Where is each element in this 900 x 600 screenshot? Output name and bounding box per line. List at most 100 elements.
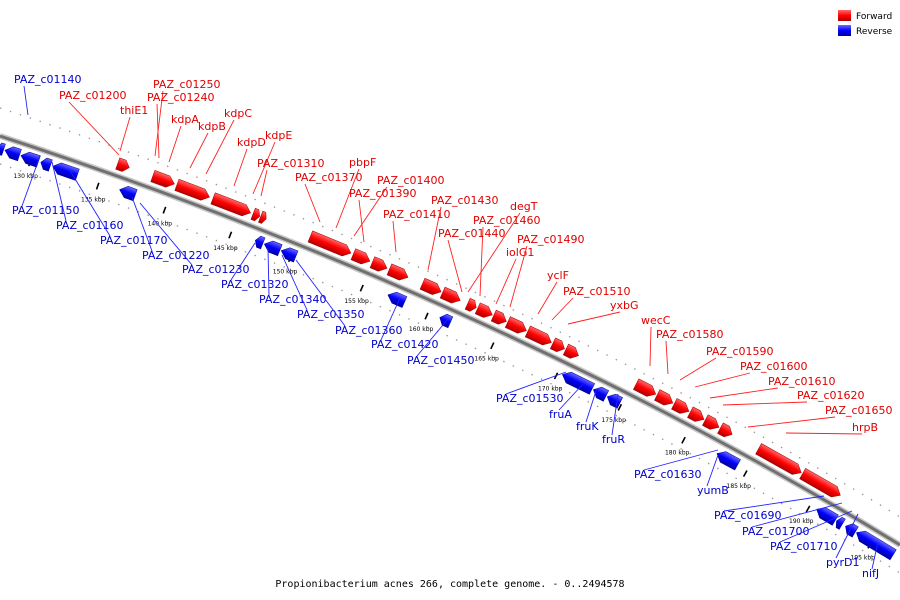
reverse-gene-label-paz-c01230[interactable]: PAZ_c01230 [182, 263, 250, 276]
forward-gene-label-paz-c01580[interactable]: PAZ_c01580 [656, 328, 724, 341]
reverse-gene-arrow-16[interactable] [834, 516, 846, 530]
reverse-gene-label-paz-c01420[interactable]: PAZ_c01420 [371, 338, 439, 351]
forward-gene-label-paz-c01390[interactable]: PAZ_c01390 [349, 187, 417, 200]
forward-gene-arrow-21[interactable] [671, 398, 691, 416]
reverse-gene-arrow-7[interactable] [262, 238, 283, 257]
forward-gene-arrow-0[interactable] [115, 157, 132, 173]
forward-gene-arrow-13[interactable] [474, 302, 495, 321]
reverse-gene-arrow-5[interactable] [118, 184, 138, 202]
forward-gene-label-paz-c01400[interactable]: PAZ_c01400 [377, 174, 445, 187]
reverse-gene-arrow-0[interactable] [0, 142, 6, 156]
forward-gene-arrow-17[interactable] [549, 337, 567, 354]
forward-gene-arrow-26[interactable] [799, 467, 844, 500]
reverse-gene-arrow-1[interactable] [3, 145, 22, 162]
forward-gene-label-paz-c01310[interactable]: PAZ_c01310 [257, 157, 325, 170]
reverse-gene-label-paz-c01360[interactable]: PAZ_c01360 [335, 324, 403, 337]
forward-gene-arrow-4[interactable] [250, 207, 262, 222]
reverse-gene-arrow-9[interactable] [386, 289, 408, 308]
forward-gene-label-thie1[interactable]: thiE1 [120, 104, 148, 117]
forward-gene-label-paz-c01490[interactable]: PAZ_c01490 [517, 233, 585, 246]
forward-gene-arrow-20[interactable] [654, 389, 675, 409]
reverse-gene-label-paz-c01170[interactable]: PAZ_c01170 [100, 234, 168, 247]
forward-gene-label-paz-c01460[interactable]: PAZ_c01460 [473, 214, 541, 227]
reverse-gene-label-nifj[interactable]: nifJ [862, 567, 879, 580]
reverse-gene-arrow-10[interactable] [437, 312, 454, 329]
forward-gene-label-kdpc[interactable]: kdpC [224, 107, 252, 120]
reverse-gene-label-yumb[interactable]: yumB [697, 484, 729, 497]
forward-gene-arrow-14[interactable] [490, 309, 509, 327]
forward-gene-label-paz-c01600[interactable]: PAZ_c01600 [740, 360, 808, 373]
reverse-gene-label-paz-c01710[interactable]: PAZ_c01710 [770, 540, 838, 553]
forward-gene-label-degt[interactable]: degT [510, 200, 538, 213]
reverse-gene-label-paz-c01160[interactable]: PAZ_c01160 [56, 219, 124, 232]
forward-gene-label-iolg1[interactable]: iolG1 [506, 246, 534, 259]
reverse-gene-label-paz-c01690[interactable]: PAZ_c01690 [714, 509, 782, 522]
forward-gene-arrow-5[interactable] [258, 210, 268, 224]
forward-gene-label-kdpd[interactable]: kdpD [237, 136, 266, 149]
forward-gene-label-paz-c01410[interactable]: PAZ_c01410 [383, 208, 451, 221]
forward-gene-label-hrpb[interactable]: hrpB [852, 421, 878, 434]
forward-gene-arrow-10[interactable] [419, 277, 443, 297]
reverse-gene-label-pyrd1[interactable]: pyrD1 [826, 556, 859, 569]
reverse-gene-label-paz-c01530[interactable]: PAZ_c01530 [496, 392, 564, 405]
reverse-gene-arrow-8[interactable] [279, 245, 299, 263]
forward-gene-arrow-16[interactable] [524, 325, 554, 348]
forward-gene-label-paz-c01650[interactable]: PAZ_c01650 [825, 404, 893, 417]
forward-gene-label-kdpe[interactable]: kdpE [265, 129, 292, 142]
forward-gene-label-kdpb[interactable]: kdpB [198, 120, 226, 133]
forward-gene-arrow-1[interactable] [150, 170, 177, 189]
forward-gene-label-paz-c01510[interactable]: PAZ_c01510 [563, 285, 631, 298]
forward-gene-arrow-9[interactable] [386, 263, 410, 283]
reverse-gene-arrow-13[interactable] [605, 391, 623, 409]
reverse-gene-arrow-4[interactable] [51, 161, 80, 181]
reverse-gene-label-paz-c01150[interactable]: PAZ_c01150 [12, 204, 80, 217]
forward-gene-label-paz-c01430[interactable]: PAZ_c01430 [431, 194, 499, 207]
forward-gene-label-yxbg[interactable]: yxbG [610, 299, 639, 312]
forward-gene-arrow-8[interactable] [369, 256, 389, 274]
reverse-gene-label-paz-c01630[interactable]: PAZ_c01630 [634, 468, 702, 481]
reverse-gene-label-paz-c01450[interactable]: PAZ_c01450 [407, 354, 475, 367]
reverse-gene-label-paz-c01320[interactable]: PAZ_c01320 [221, 278, 289, 291]
forward-gene-label-paz-c01440[interactable]: PAZ_c01440 [438, 227, 506, 240]
reverse-gene-arrow-6[interactable] [253, 235, 266, 250]
reverse-gene-label-paz-c01700[interactable]: PAZ_c01700 [742, 525, 810, 538]
reverse-gene-arrow-17[interactable] [842, 521, 859, 538]
reverse-gene-arrow-2[interactable] [19, 150, 41, 168]
reverse-gene-label-paz-c01140[interactable]: PAZ_c01140 [14, 73, 82, 86]
forward-gene-arrow-6[interactable] [307, 230, 353, 259]
reverse-gene-label-paz-c01350[interactable]: PAZ_c01350 [297, 308, 365, 321]
forward-gene-arrow-19[interactable] [633, 378, 658, 400]
reverse-gene-label-frur[interactable]: fruR [602, 433, 625, 446]
reverse-gene-label-paz-c01340[interactable]: PAZ_c01340 [259, 293, 327, 306]
reverse-gene-arrow-14[interactable] [714, 448, 741, 471]
forward-gene-arrow-3[interactable] [210, 192, 253, 219]
forward-gene-arrow-22[interactable] [687, 406, 706, 425]
forward-gene-label-paz-c01370[interactable]: PAZ_c01370 [295, 171, 363, 184]
forward-gene-arrow-24[interactable] [717, 422, 735, 440]
reverse-gene-label-paz-c01220[interactable]: PAZ_c01220 [142, 249, 210, 262]
forward-gene-arrow-15[interactable] [504, 316, 529, 337]
forward-gene-label-yclf[interactable]: yclF [547, 269, 569, 282]
reverse-gene-arrow-15[interactable] [814, 504, 839, 526]
forward-gene-label-paz-c01620[interactable]: PAZ_c01620 [797, 389, 865, 402]
forward-gene-label-paz-c01200[interactable]: PAZ_c01200 [59, 89, 127, 102]
forward-gene-arrow-7[interactable] [350, 248, 372, 267]
forward-gene-arrow-2[interactable] [174, 178, 212, 202]
reverse-gene-arrow-11[interactable] [560, 369, 595, 395]
forward-gene-arrow-12[interactable] [464, 297, 479, 313]
forward-gene-arrow-23[interactable] [702, 414, 721, 433]
forward-gene-label-paz-c01250[interactable]: PAZ_c01250 [153, 78, 221, 91]
forward-gene-label-kdpa[interactable]: kdpA [171, 113, 199, 126]
reverse-gene-arrow-18[interactable] [853, 527, 897, 561]
forward-gene-arrow-25[interactable] [755, 443, 805, 478]
forward-gene-arrow-11[interactable] [439, 286, 463, 306]
reverse-gene-label-fruk[interactable]: fruK [576, 420, 599, 433]
forward-gene-label-paz-c01610[interactable]: PAZ_c01610 [768, 375, 836, 388]
forward-gene-arrow-18[interactable] [562, 343, 581, 361]
forward-gene-label-wecc[interactable]: wecC [641, 314, 671, 327]
reverse-gene-label-frua[interactable]: fruA [549, 408, 572, 421]
reverse-gene-arrow-3[interactable] [39, 157, 53, 172]
forward-gene-label-pbpf[interactable]: pbpF [349, 156, 376, 169]
forward-gene-label-paz-c01240[interactable]: PAZ_c01240 [147, 91, 215, 104]
forward-gene-label-paz-c01590[interactable]: PAZ_c01590 [706, 345, 774, 358]
